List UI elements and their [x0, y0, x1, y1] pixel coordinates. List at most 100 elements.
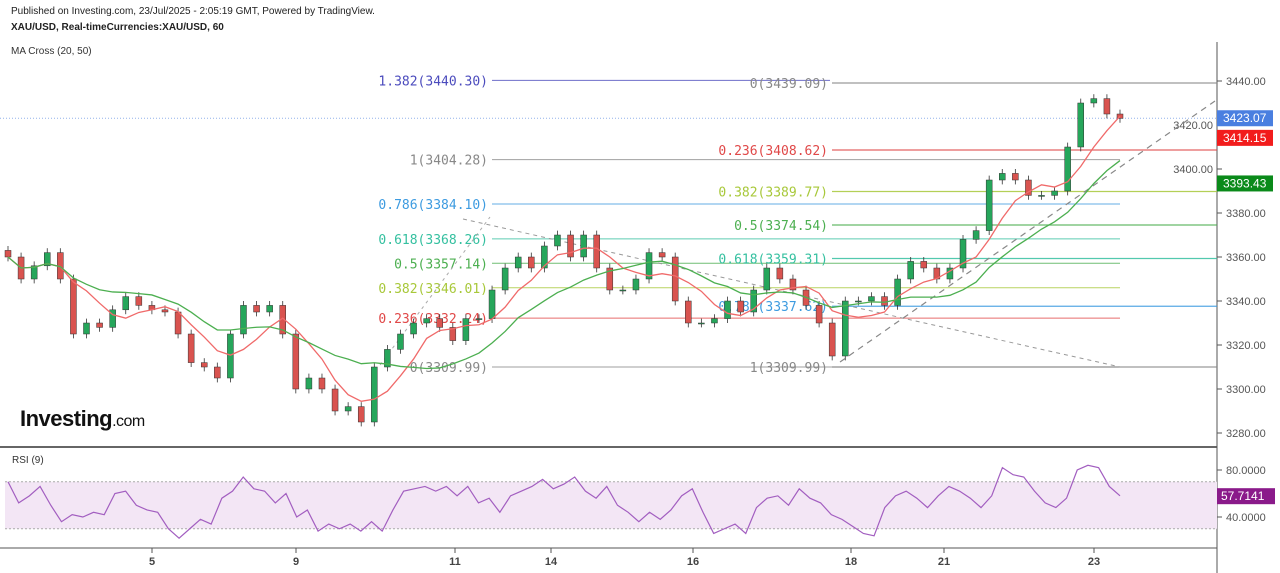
- candle: [868, 296, 875, 302]
- y-tick-label: 3280.00: [1226, 428, 1266, 440]
- candle: [959, 239, 967, 269]
- candle: [541, 245, 548, 269]
- candle: [174, 311, 182, 335]
- candle: [449, 327, 457, 341]
- candle: [606, 267, 614, 291]
- candle: [685, 300, 692, 324]
- candle: [200, 362, 208, 368]
- candle: [344, 406, 352, 412]
- rsi-band: [5, 481, 1217, 529]
- candle: [1038, 195, 1045, 197]
- x-tick-label: 16: [687, 556, 699, 568]
- candle: [410, 322, 417, 335]
- candle: [1103, 98, 1111, 115]
- candle: [187, 333, 195, 363]
- candle: [593, 234, 600, 269]
- x-tick-label: 5: [149, 556, 155, 568]
- y-tick-label: 3300.00: [1226, 384, 1266, 396]
- candle: [357, 406, 365, 423]
- candle: [698, 322, 705, 325]
- candle: [842, 300, 849, 357]
- y-tick-label: 3320.00: [1226, 340, 1266, 352]
- candle: [227, 333, 234, 379]
- ma-slow-tag-text: 3393.43: [1223, 176, 1267, 190]
- candle: [554, 234, 561, 247]
- candle: [135, 296, 143, 306]
- candle: [724, 300, 731, 319]
- x-tick-label: 23: [1088, 556, 1100, 568]
- candle: [122, 296, 129, 311]
- fib-level-label: 0.382(3346.01): [378, 282, 488, 297]
- investing-logo: Investing.com: [20, 406, 145, 432]
- candle: [1077, 102, 1085, 148]
- candle: [109, 309, 116, 328]
- rsi-tick-label: 80.0000: [1226, 465, 1266, 477]
- logo-text: Investing: [20, 406, 113, 431]
- candle: [763, 267, 771, 291]
- candle: [514, 256, 522, 269]
- candle: [1090, 98, 1098, 104]
- candle: [475, 318, 483, 320]
- candle: [815, 305, 823, 324]
- ma-slow-line: [7, 160, 1121, 370]
- ma-slow-tag: [1217, 175, 1273, 192]
- candle: [253, 305, 260, 313]
- y-tick-label: 3360.00: [1226, 252, 1266, 264]
- candle: [580, 234, 587, 258]
- indicator-label: MA Cross (20, 50): [11, 46, 92, 57]
- candle: [671, 256, 679, 302]
- x-tick-label: 11: [449, 556, 461, 568]
- candle: [161, 309, 169, 313]
- candle: [70, 278, 77, 335]
- fib-level-label: 0.382(3389.77): [718, 186, 828, 201]
- x-tick-label: 21: [938, 556, 950, 568]
- fib-level-label: 0(3309.99): [410, 361, 488, 376]
- y-tick-label: 3380.00: [1226, 208, 1266, 220]
- fib-level-label: 1(3404.28): [410, 154, 488, 169]
- fib-level-label: 0.236(3408.62): [718, 144, 828, 159]
- candle: [999, 173, 1006, 181]
- y-tick-label: 3400.00: [1173, 164, 1213, 176]
- candle: [776, 267, 784, 280]
- candle: [828, 322, 836, 357]
- candle: [30, 265, 38, 280]
- candle: [985, 179, 993, 231]
- candle: [240, 305, 247, 335]
- fib-level-label: 0.618(3359.31): [718, 253, 828, 268]
- candle: [907, 261, 914, 280]
- candle: [658, 252, 666, 258]
- trend-line: [839, 100, 1216, 363]
- candle: [318, 377, 326, 390]
- candle: [384, 349, 391, 368]
- rsi-line: [7, 464, 1121, 539]
- candle: [1051, 190, 1058, 196]
- x-tick-label: 18: [845, 556, 857, 568]
- y-tick-label: 3340.00: [1226, 296, 1266, 308]
- candle: [855, 300, 862, 303]
- candle: [214, 366, 221, 379]
- candle: [645, 252, 653, 280]
- ma-fast-line: [7, 115, 1121, 402]
- candle: [43, 252, 51, 267]
- candle: [462, 318, 470, 341]
- candle: [750, 289, 757, 313]
- candle: [920, 261, 928, 269]
- candle: [292, 333, 300, 390]
- candle: [711, 318, 718, 324]
- y-tick-label: 3440.00: [1226, 76, 1266, 88]
- candle: [789, 278, 797, 291]
- last-price-tag-text: 3423.07: [1223, 111, 1267, 125]
- last-price-tag: [1217, 110, 1273, 127]
- candle: [83, 322, 90, 335]
- candle: [371, 366, 378, 423]
- candle: [266, 305, 273, 313]
- candle: [305, 377, 313, 390]
- rsi-value-tag: [1217, 488, 1275, 505]
- candle: [1064, 146, 1071, 192]
- candle: [423, 318, 430, 324]
- candle: [972, 230, 980, 240]
- y-tick-label: 3420.00: [1173, 120, 1213, 132]
- candle: [436, 318, 443, 328]
- fib-level-label: 0(3439.09): [750, 77, 828, 92]
